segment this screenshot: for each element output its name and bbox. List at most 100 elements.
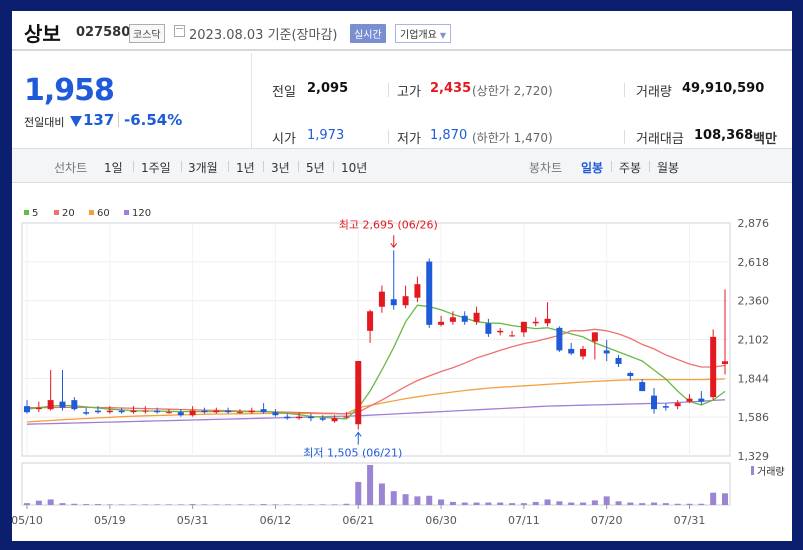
volume-bar xyxy=(343,503,350,505)
candle-body xyxy=(485,323,492,334)
line-chart-tab[interactable]: 선차트 xyxy=(54,161,88,175)
x-tick-label: 07/20 xyxy=(591,514,623,527)
volume-bar xyxy=(165,504,172,505)
candle-body xyxy=(248,410,255,413)
legend-swatch xyxy=(54,210,59,215)
upper-limit: (상한가 2,720) xyxy=(472,84,553,98)
volume-bar xyxy=(556,501,563,505)
candle-body xyxy=(698,398,705,402)
volume-bar xyxy=(639,503,646,505)
volume-bar xyxy=(473,502,480,505)
period-3m[interactable]: 3개월 xyxy=(188,161,218,175)
x-tick-label: 05/10 xyxy=(12,514,43,527)
candle-weekly[interactable]: 주봉 xyxy=(619,161,642,175)
volume-bar xyxy=(35,500,42,505)
candle-monthly[interactable]: 월봉 xyxy=(657,161,680,175)
candle-body xyxy=(24,406,30,413)
trade-amount-label: 거래대금 xyxy=(636,132,684,147)
volume-bar xyxy=(402,494,409,505)
volume-bar xyxy=(142,504,149,505)
base-date: 2023.08.03 기준(장마감) xyxy=(189,28,338,43)
candle-body xyxy=(307,416,314,419)
divider xyxy=(624,83,625,97)
candle-body xyxy=(568,348,575,354)
volume-bar xyxy=(189,504,196,505)
period-5y[interactable]: 5년 xyxy=(306,161,325,175)
candle-daily[interactable]: 일봉 xyxy=(581,161,604,175)
low-arrow-icon xyxy=(354,431,362,445)
candle-body xyxy=(449,317,456,322)
legend-swatch xyxy=(24,210,29,215)
company-overview-dropdown[interactable]: 기업개요 ▼ xyxy=(395,24,451,43)
period-3y[interactable]: 3년 xyxy=(271,161,290,175)
ma120-line xyxy=(26,399,726,425)
divider xyxy=(263,161,264,172)
volume-bar xyxy=(331,504,338,505)
divider xyxy=(298,161,299,172)
divider xyxy=(228,161,229,172)
realtime-button[interactable]: 실시간 xyxy=(350,24,386,43)
period-1d[interactable]: 1일 xyxy=(104,161,123,175)
candle-body xyxy=(319,418,326,420)
stock-name: 상보 xyxy=(24,22,61,46)
candle-body xyxy=(722,361,728,364)
volume-bar xyxy=(213,504,220,505)
x-tick-label: 05/19 xyxy=(94,514,126,527)
candle-body xyxy=(473,312,480,322)
candle-body xyxy=(591,332,598,342)
y-tick-label: 1,844 xyxy=(738,372,770,385)
volume-bar xyxy=(47,499,54,505)
candle-body xyxy=(272,412,279,416)
candle-body xyxy=(544,318,551,324)
candle-body xyxy=(461,315,468,322)
volume-bar xyxy=(225,504,232,505)
period-10y[interactable]: 10년 xyxy=(341,161,368,175)
candle-body xyxy=(260,409,267,413)
volume-bar xyxy=(461,502,468,505)
volume-bar xyxy=(627,502,634,505)
x-tick-label: 07/31 xyxy=(674,514,706,527)
legend-label: 5 xyxy=(32,208,38,219)
candle-body xyxy=(402,296,409,306)
candle-body xyxy=(603,350,610,354)
current-price-panel: 1,958 전일대비 137 -6.54% xyxy=(12,53,252,148)
volume-bar xyxy=(485,502,492,505)
divider xyxy=(611,161,612,172)
volume-label: 거래량 xyxy=(636,85,672,100)
volume-bar xyxy=(319,504,326,505)
overview-label: 기업개요 xyxy=(400,30,437,41)
volume-bar xyxy=(296,504,303,505)
candle-body xyxy=(154,410,161,413)
volume-bar xyxy=(651,502,658,505)
divider xyxy=(388,130,389,144)
candle-chart-tab[interactable]: 봉차트 xyxy=(529,161,563,175)
candle-body xyxy=(47,400,54,410)
volume-bar xyxy=(201,504,208,505)
candle-body xyxy=(414,284,421,298)
candle-body xyxy=(142,410,149,412)
candle-body xyxy=(710,336,717,398)
volume-area-border xyxy=(21,462,731,506)
candle-body xyxy=(639,382,646,392)
candle-body xyxy=(201,410,208,413)
volume-bar xyxy=(378,483,385,505)
volume-bar xyxy=(177,504,184,505)
candle-body xyxy=(509,335,516,337)
volume-bar xyxy=(497,502,504,505)
period-1w[interactable]: 1주일 xyxy=(141,161,171,175)
volume-bar xyxy=(710,492,717,505)
volume-bar xyxy=(24,503,30,505)
candle-body xyxy=(71,400,78,410)
period-1y[interactable]: 1년 xyxy=(236,161,255,175)
volume-bar xyxy=(236,504,243,505)
divider xyxy=(624,130,625,144)
volume-bar xyxy=(698,503,705,505)
divider xyxy=(181,161,182,172)
volume-bar xyxy=(509,503,516,505)
candle-body xyxy=(236,412,243,414)
open-value: 1,973 xyxy=(307,128,345,143)
volume-bar xyxy=(591,500,598,505)
price-chart[interactable]: 2,876 2,618 2,360 2,102 1,844 1,586 1,329 05/10… xyxy=(12,11,792,541)
candle-body xyxy=(627,373,634,377)
divider xyxy=(333,161,334,172)
